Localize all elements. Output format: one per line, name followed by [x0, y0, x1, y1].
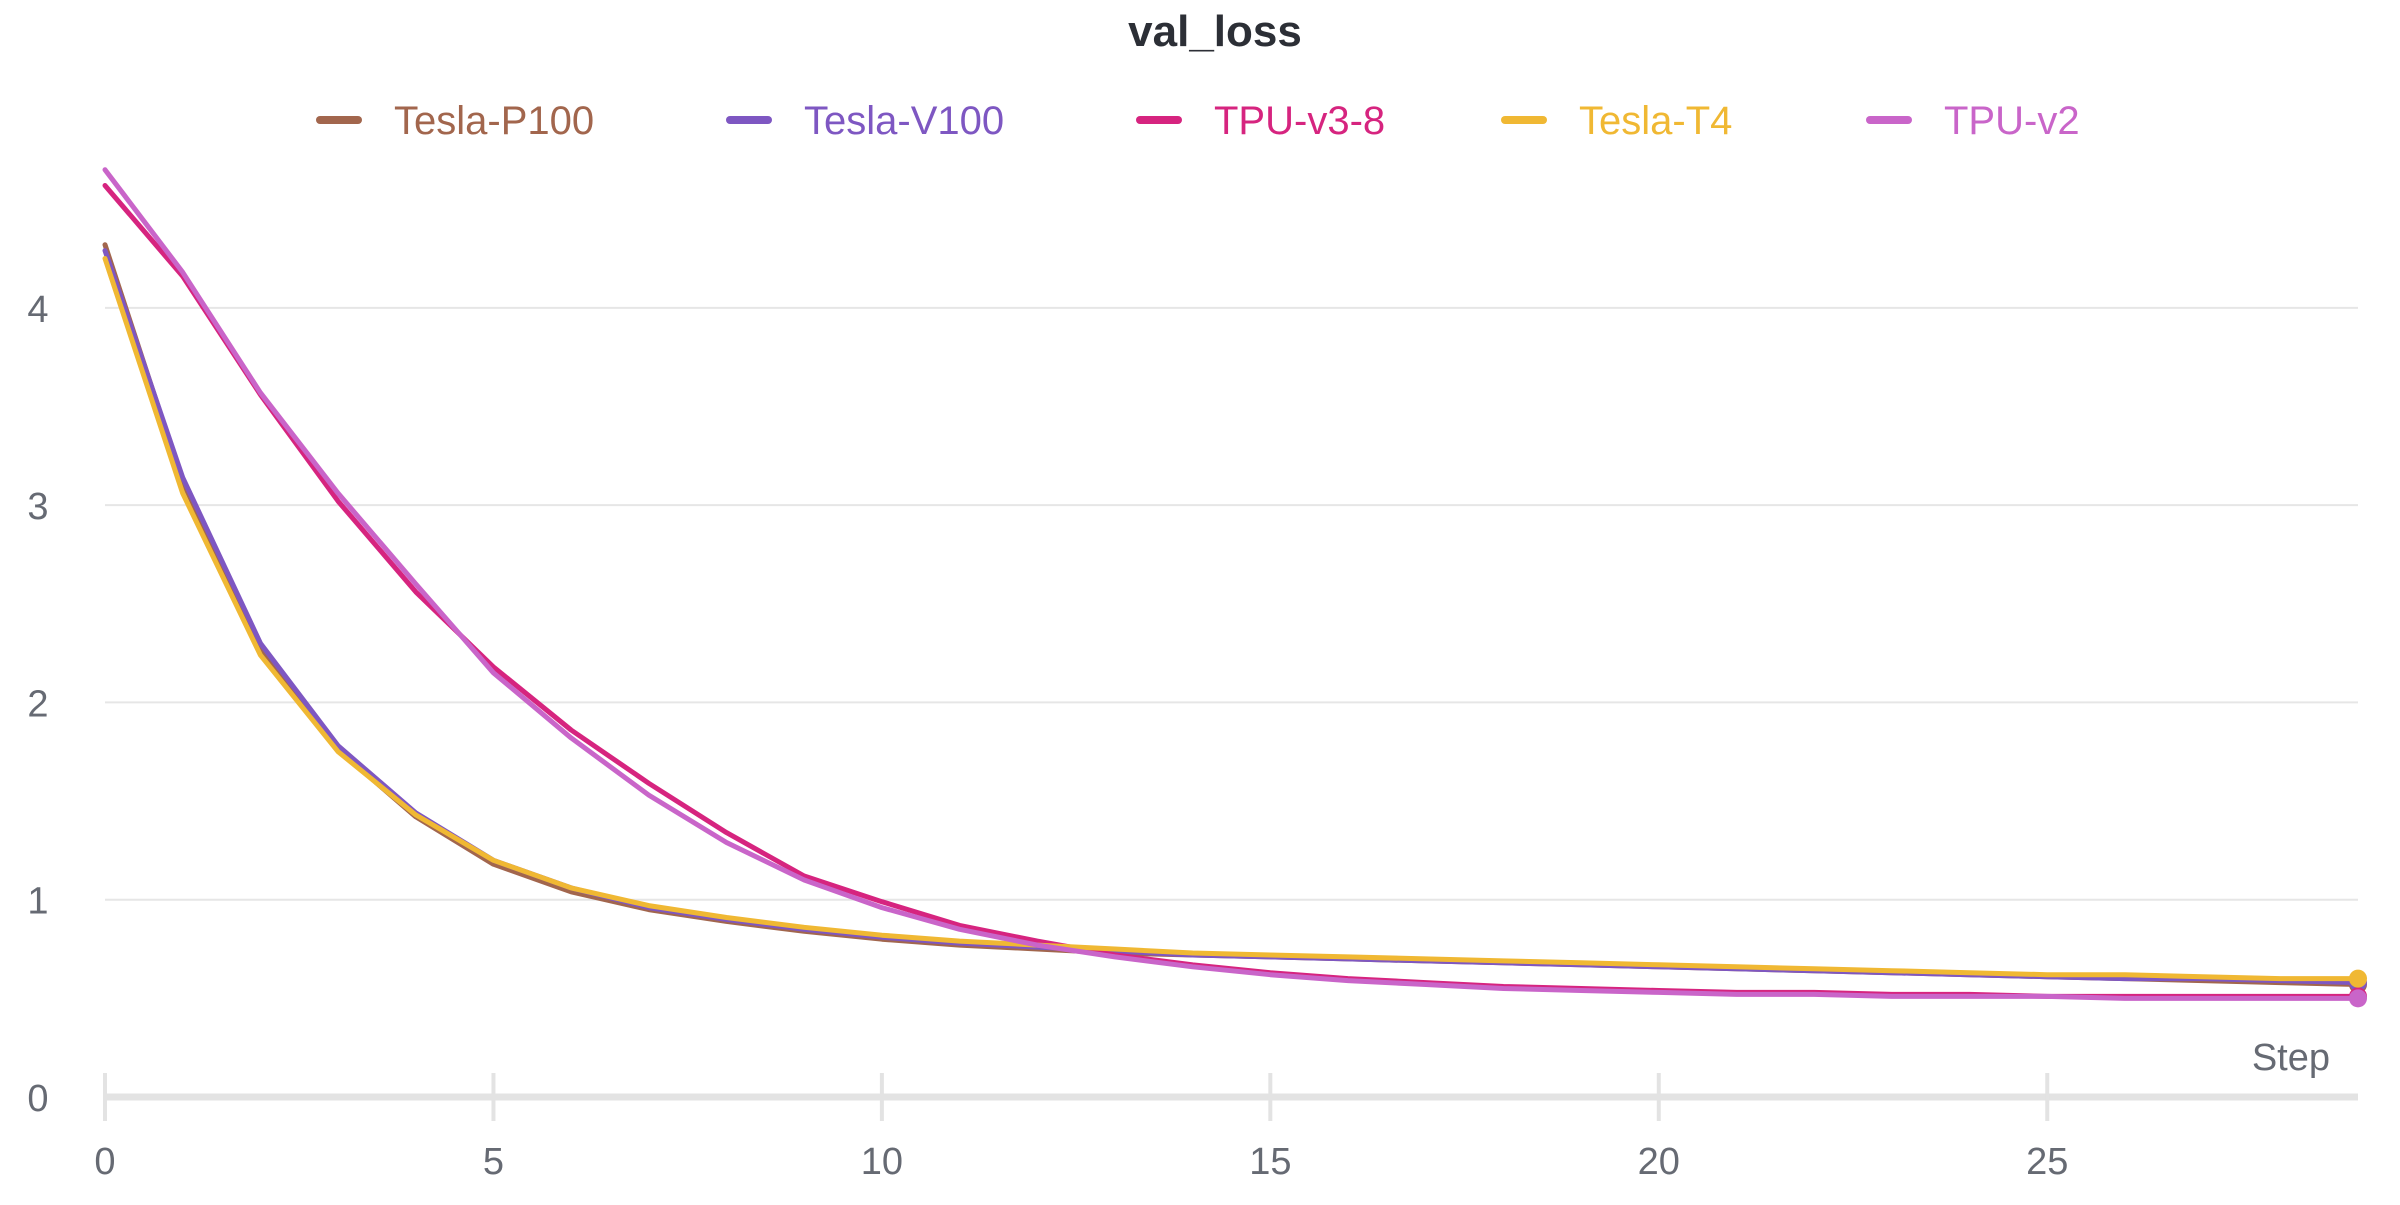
legend-item-tpu-v2[interactable]: TPU-v2 — [1866, 99, 2080, 143]
y-tick-label: 2 — [27, 683, 48, 725]
series-endpoint-tesla-t4 — [2349, 969, 2367, 988]
series-lines — [102, 167, 2367, 1008]
legend-label: TPU-v2 — [1944, 99, 2080, 143]
x-tick-label: 25 — [2026, 1141, 2068, 1183]
legend-item-tpu-v3-8[interactable]: TPU-v3-8 — [1136, 99, 1385, 143]
legend-label: Tesla-V100 — [804, 99, 1004, 143]
series-line-tesla-t4 — [102, 256, 2361, 982]
x-tick-label: 5 — [483, 1141, 504, 1183]
legend-label: Tesla-P100 — [394, 99, 594, 143]
y-tick-label: 3 — [27, 486, 48, 528]
y-tick-label: 4 — [27, 289, 48, 331]
legend-label: Tesla-T4 — [1579, 99, 1732, 143]
series-endpoint-tpu-v2 — [2349, 989, 2367, 1008]
y-tick-label: 0 — [27, 1078, 48, 1120]
grid-lines — [105, 306, 2358, 901]
x-tick-label: 10 — [861, 1141, 903, 1183]
x-tick-label: 15 — [1249, 1141, 1291, 1183]
legend-item-tesla-p100[interactable]: Tesla-P100 — [316, 99, 594, 143]
legend-item-tesla-t4[interactable]: Tesla-T4 — [1501, 99, 1732, 143]
y-tick-label: 1 — [27, 881, 48, 923]
series-line-tpu-v2 — [102, 167, 2361, 1001]
legend-item-tesla-v100[interactable]: Tesla-V100 — [726, 99, 1004, 143]
x-axis-label: Step — [2252, 1037, 2330, 1079]
x-tick-label: 0 — [94, 1141, 115, 1183]
x-tick-label: 20 — [1638, 1141, 1680, 1183]
axes: 0 1 2 3 4 0 5 10 15 20 25 — [27, 289, 2358, 1183]
legend-label: TPU-v3-8 — [1214, 99, 1385, 143]
legend: Tesla-P100 Tesla-V100 TPU-v3-8 Tesla-T4 TPU-… — [316, 99, 2080, 143]
chart-title: val_loss — [1128, 7, 1302, 56]
